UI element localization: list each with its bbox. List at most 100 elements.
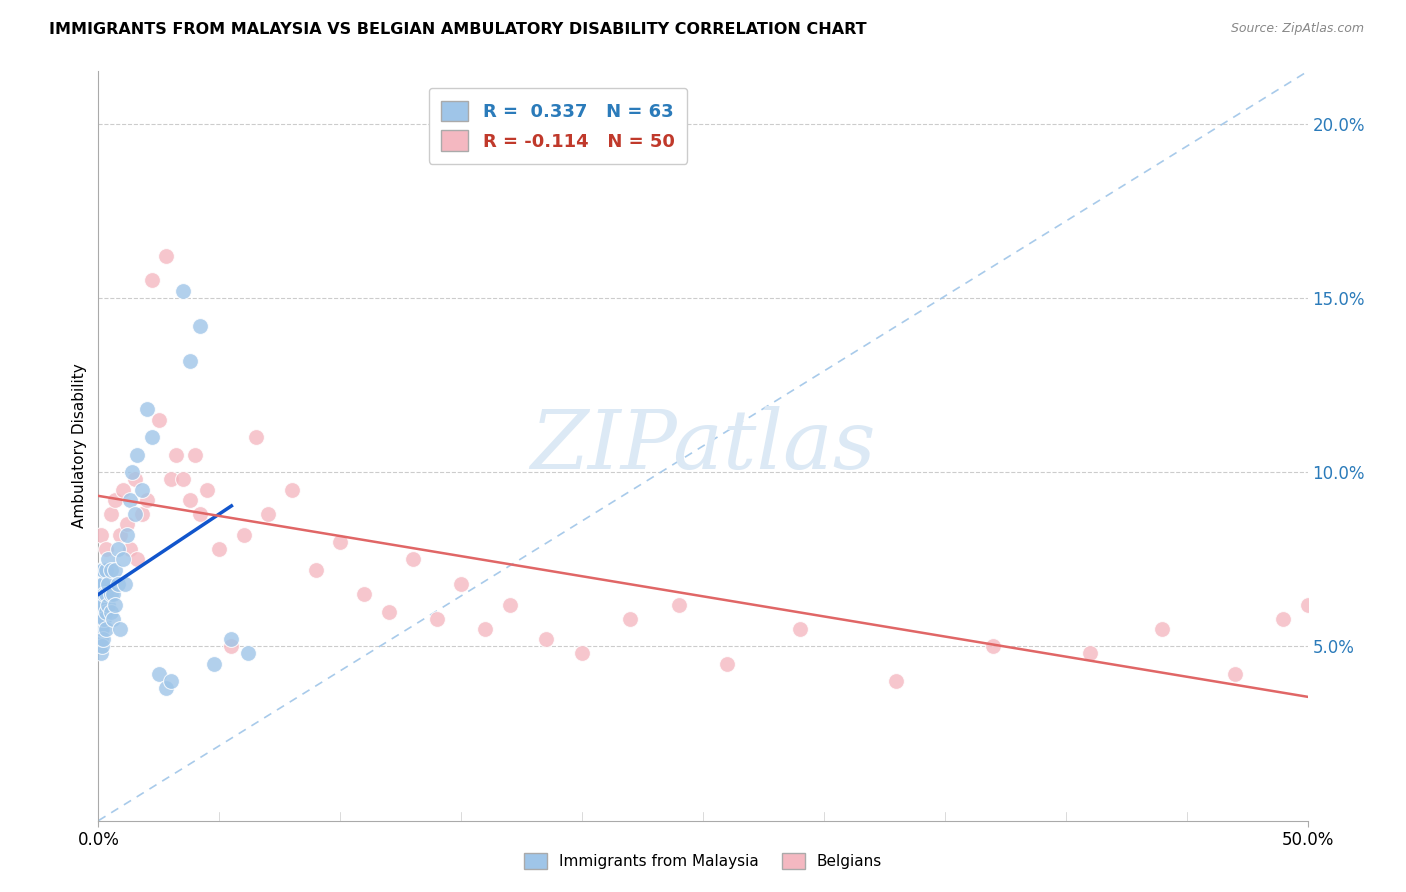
Point bbox=[131, 483, 153, 497]
Point bbox=[160, 472, 183, 486]
Point bbox=[101, 611, 124, 625]
Point bbox=[179, 353, 201, 368]
Point bbox=[114, 576, 136, 591]
Point bbox=[117, 517, 139, 532]
Point bbox=[90, 576, 112, 591]
Point bbox=[148, 667, 170, 681]
Point bbox=[118, 541, 141, 556]
Point bbox=[111, 483, 134, 497]
Point bbox=[195, 483, 218, 497]
Point bbox=[93, 587, 115, 601]
Point bbox=[107, 576, 129, 591]
Point bbox=[571, 646, 593, 660]
Point bbox=[107, 541, 129, 556]
Point bbox=[121, 465, 143, 479]
Point bbox=[131, 507, 153, 521]
Point bbox=[245, 430, 267, 444]
Point bbox=[124, 507, 146, 521]
Point bbox=[474, 622, 496, 636]
Point bbox=[179, 493, 201, 508]
Point bbox=[108, 528, 131, 542]
Point bbox=[89, 587, 111, 601]
Point bbox=[498, 598, 520, 612]
Point bbox=[127, 552, 149, 566]
Point bbox=[981, 640, 1004, 654]
Point bbox=[90, 632, 112, 647]
Point bbox=[89, 570, 111, 584]
Text: IMMIGRANTS FROM MALAYSIA VS BELGIAN AMBULATORY DISABILITY CORRELATION CHART: IMMIGRANTS FROM MALAYSIA VS BELGIAN AMBU… bbox=[49, 22, 868, 37]
Point bbox=[97, 552, 120, 566]
Point bbox=[135, 493, 157, 508]
Point bbox=[281, 483, 304, 497]
Point bbox=[97, 576, 120, 591]
Point bbox=[377, 605, 399, 619]
Point bbox=[124, 472, 146, 486]
Point bbox=[90, 605, 112, 619]
Point bbox=[141, 430, 163, 444]
Point bbox=[100, 507, 122, 521]
Point bbox=[91, 576, 114, 591]
Point bbox=[668, 598, 690, 612]
Point bbox=[94, 563, 117, 577]
Point bbox=[90, 622, 112, 636]
Point bbox=[148, 413, 170, 427]
Point bbox=[89, 611, 111, 625]
Point bbox=[91, 576, 114, 591]
Point bbox=[160, 674, 183, 689]
Point bbox=[232, 528, 254, 542]
Point bbox=[619, 611, 641, 625]
Point bbox=[1078, 646, 1101, 660]
Point bbox=[172, 284, 194, 298]
Point bbox=[104, 598, 127, 612]
Point bbox=[89, 576, 111, 591]
Point bbox=[353, 587, 375, 601]
Point bbox=[100, 563, 122, 577]
Point bbox=[155, 249, 177, 263]
Point bbox=[221, 640, 243, 654]
Point bbox=[172, 472, 194, 486]
Point bbox=[1272, 611, 1295, 625]
Point bbox=[91, 622, 114, 636]
Text: Source: ZipAtlas.com: Source: ZipAtlas.com bbox=[1230, 22, 1364, 36]
Point bbox=[204, 657, 226, 671]
Point bbox=[94, 622, 117, 636]
Point bbox=[886, 674, 908, 689]
Y-axis label: Ambulatory Disability: Ambulatory Disability bbox=[72, 364, 87, 528]
Point bbox=[93, 611, 115, 625]
Point bbox=[141, 273, 163, 287]
Point bbox=[716, 657, 738, 671]
Point bbox=[402, 552, 425, 566]
Point bbox=[100, 605, 122, 619]
Point bbox=[101, 587, 124, 601]
Point bbox=[94, 605, 117, 619]
Point bbox=[97, 598, 120, 612]
Point bbox=[104, 493, 127, 508]
Point bbox=[89, 598, 111, 612]
Point bbox=[108, 622, 131, 636]
Text: ZIPatlas: ZIPatlas bbox=[530, 406, 876, 486]
Point bbox=[135, 402, 157, 417]
Point bbox=[91, 598, 114, 612]
Point bbox=[238, 646, 260, 660]
Legend: R =  0.337   N = 63, R = -0.114   N = 50: R = 0.337 N = 63, R = -0.114 N = 50 bbox=[429, 88, 688, 164]
Legend: Immigrants from Malaysia, Belgians: Immigrants from Malaysia, Belgians bbox=[517, 847, 889, 875]
Point bbox=[165, 448, 187, 462]
Point bbox=[100, 587, 122, 601]
Point bbox=[90, 646, 112, 660]
Point bbox=[208, 541, 231, 556]
Point bbox=[155, 681, 177, 696]
Point bbox=[534, 632, 557, 647]
Point bbox=[90, 587, 112, 601]
Point bbox=[305, 563, 328, 577]
Point bbox=[89, 605, 111, 619]
Point bbox=[1152, 622, 1174, 636]
Point bbox=[188, 507, 211, 521]
Point bbox=[221, 632, 243, 647]
Point bbox=[111, 552, 134, 566]
Point bbox=[104, 563, 127, 577]
Point bbox=[94, 541, 117, 556]
Point bbox=[1223, 667, 1246, 681]
Point bbox=[789, 622, 811, 636]
Point bbox=[91, 640, 114, 654]
Point bbox=[90, 598, 112, 612]
